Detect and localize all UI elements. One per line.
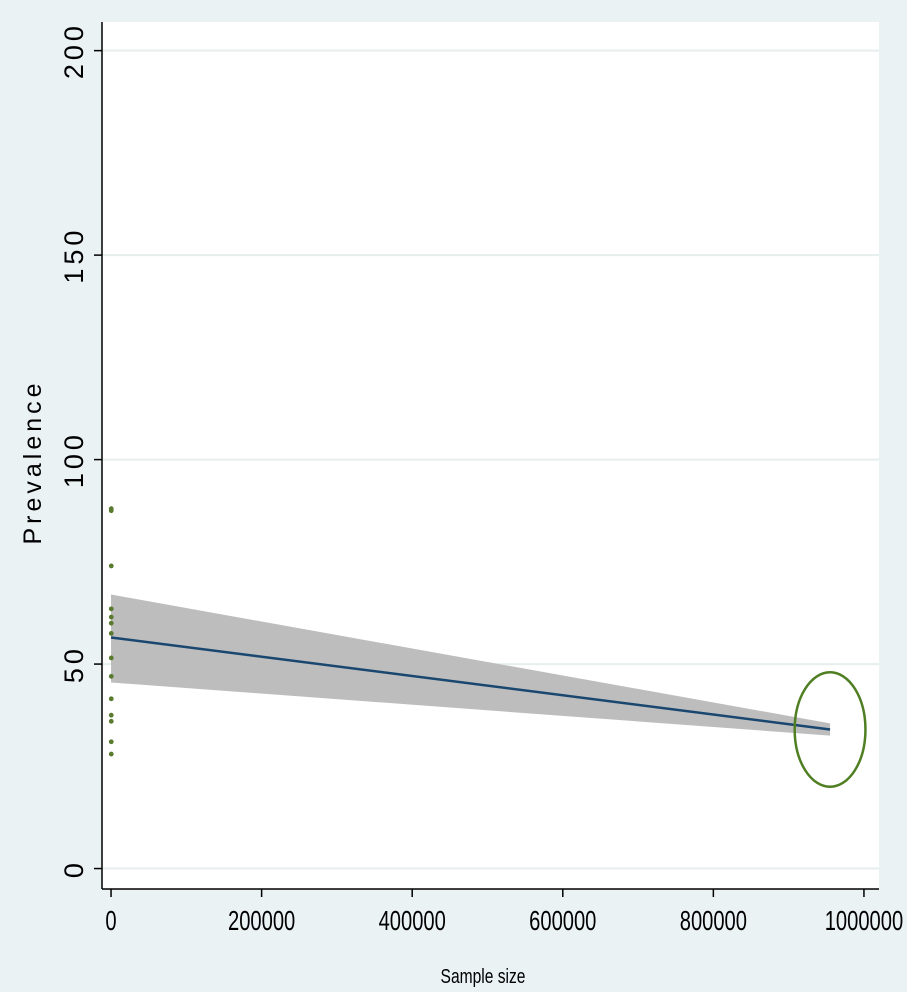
y-tick-label: 100 bbox=[59, 431, 89, 488]
data-point bbox=[108, 696, 114, 702]
x-tick-label: 200000 bbox=[228, 906, 295, 937]
data-point bbox=[108, 655, 114, 661]
x-axis-title: Sample size bbox=[441, 965, 526, 987]
highlight-ellipse bbox=[793, 671, 867, 789]
data-points bbox=[108, 506, 114, 757]
data-point bbox=[108, 620, 114, 626]
x-axis-ticks: 0 200000 400000 600000 800000 1000000 bbox=[105, 889, 903, 937]
data-point bbox=[108, 712, 114, 718]
annotations bbox=[793, 671, 867, 789]
data-point bbox=[108, 508, 114, 514]
fit-line bbox=[110, 636, 831, 731]
x-tick-label: 0 bbox=[105, 906, 116, 937]
data-point bbox=[108, 606, 114, 612]
confidence-band bbox=[111, 594, 831, 736]
y-tick-label: 0 bbox=[59, 859, 89, 878]
x-tick-label: 400000 bbox=[379, 906, 446, 937]
y-axis-ticks: 0 50 100 150 200 bbox=[59, 22, 102, 878]
y-tick-label: 50 bbox=[59, 645, 89, 683]
x-tick-label: 1000000 bbox=[825, 906, 903, 937]
fit-line-layer bbox=[110, 636, 831, 731]
y-axis-title: Prevalence bbox=[19, 379, 47, 544]
data-point bbox=[108, 739, 114, 745]
data-point bbox=[108, 673, 114, 679]
data-point bbox=[108, 751, 114, 757]
confidence-band-layer bbox=[111, 594, 831, 736]
plot-area bbox=[102, 22, 879, 889]
data-point bbox=[108, 614, 114, 620]
y-tick-label: 150 bbox=[59, 227, 89, 284]
axes bbox=[101, 22, 879, 890]
data-point bbox=[108, 563, 114, 569]
y-tick-label: 200 bbox=[59, 22, 89, 79]
data-point bbox=[108, 630, 114, 636]
data-point bbox=[108, 718, 114, 724]
x-tick-label: 800000 bbox=[680, 906, 747, 937]
x-tick-label: 600000 bbox=[529, 906, 596, 937]
